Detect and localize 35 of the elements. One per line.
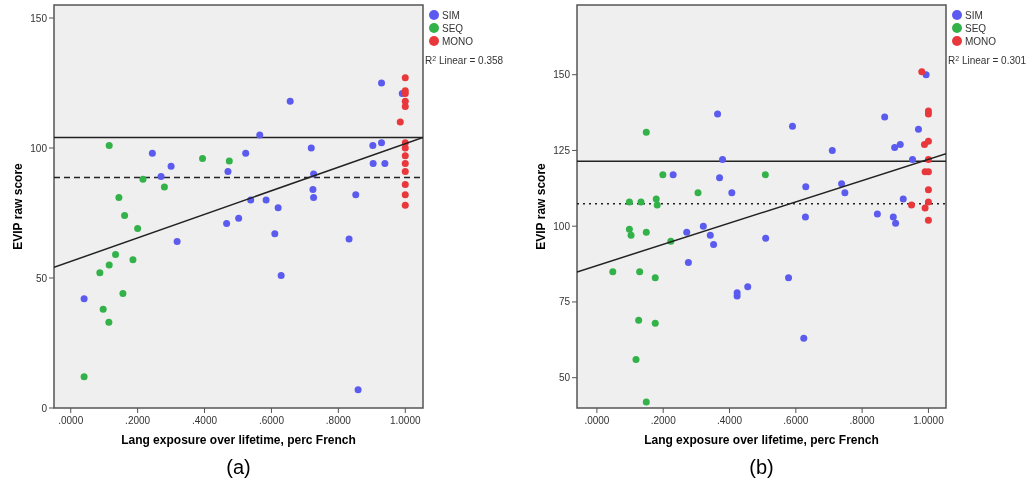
x-tick-label: .2000 bbox=[125, 415, 151, 426]
y-tick-label: 150 bbox=[553, 69, 571, 81]
text: R$^{2}$ Linear = 0.358 bbox=[425, 54, 504, 66]
legend-label: SIM bbox=[965, 10, 983, 21]
x-tick-label: 1.0000 bbox=[389, 415, 421, 426]
y-tick-label: 50 bbox=[35, 272, 48, 284]
x-tick-label: .4000 bbox=[716, 415, 743, 426]
x-tick-label: .0000 bbox=[584, 415, 610, 426]
y-tick-label: 0 bbox=[41, 402, 48, 414]
text: R$^{2}$ Linear = 0.301 bbox=[948, 54, 1027, 66]
x-axis-title: Lang exposure over lifetime, perc French bbox=[121, 433, 356, 447]
legend-label: SEQ bbox=[965, 23, 987, 34]
y-tick-label: 100 bbox=[553, 220, 571, 232]
x-tick-label: .8000 bbox=[849, 415, 876, 426]
x-axis-title: Lang exposure over lifetime, perc French bbox=[644, 433, 879, 447]
y-axis-title: EVIP raw score bbox=[11, 162, 25, 250]
legend-label: MONO bbox=[965, 36, 997, 47]
x-tick-label: .6000 bbox=[783, 415, 809, 426]
x-tick-label: .0000 bbox=[58, 415, 84, 426]
y-tick-label: 150 bbox=[30, 12, 48, 24]
x-tick-label: .4000 bbox=[192, 415, 218, 426]
y-tick-label: 100 bbox=[30, 142, 48, 154]
x-tick-label: .8000 bbox=[325, 415, 352, 426]
y-axis-title: EVIP raw score bbox=[534, 162, 548, 250]
y-tick-label: 125 bbox=[553, 144, 571, 156]
legend-label: SIM bbox=[442, 10, 460, 21]
text: (b) bbox=[749, 456, 774, 478]
legend-label: SEQ bbox=[442, 23, 464, 34]
x-tick-label: .6000 bbox=[258, 415, 285, 426]
x-tick-label: .2000 bbox=[650, 415, 677, 426]
y-tick-label: 75 bbox=[558, 296, 571, 308]
legend-label: MONO bbox=[442, 36, 474, 47]
y-tick-label: 50 bbox=[558, 372, 571, 384]
text: (a) bbox=[226, 456, 251, 478]
x-tick-label: 1.0000 bbox=[913, 415, 945, 426]
